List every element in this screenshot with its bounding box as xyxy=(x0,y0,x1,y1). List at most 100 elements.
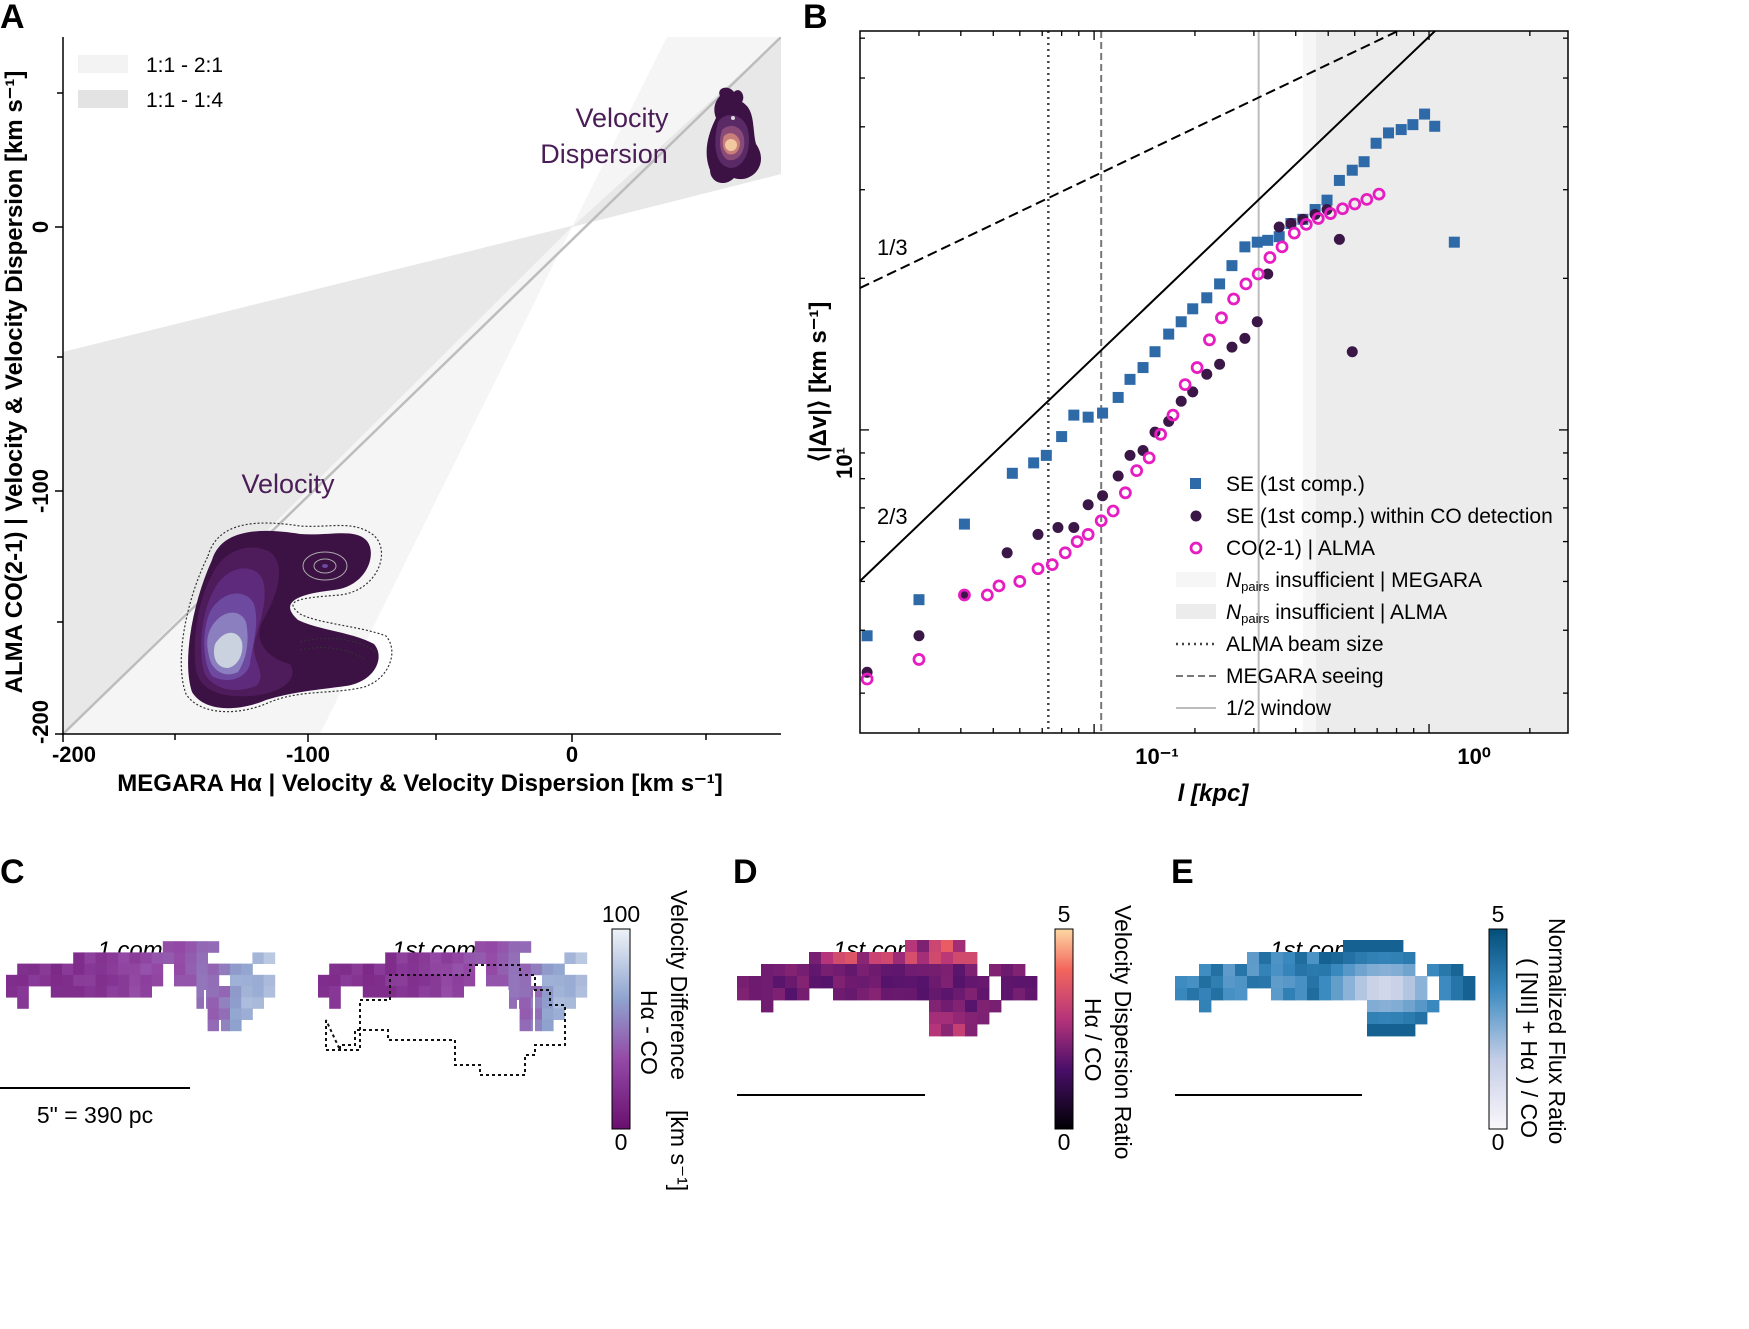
d-map-pixel xyxy=(749,988,762,1001)
c-colorbar xyxy=(611,928,631,1130)
e-cbar-label-1: Normalized Flux Ratio xyxy=(1544,918,1570,1144)
annotation-velocity: Velocity xyxy=(241,469,335,499)
c-map2-pixel xyxy=(530,997,543,1009)
e-map-pixel xyxy=(1391,988,1404,1001)
legend-window: 1/2 window xyxy=(1226,697,1332,720)
c-map2-pixel xyxy=(542,1019,554,1032)
c-map2-pixel xyxy=(441,952,453,964)
se-square-point xyxy=(1346,164,1358,176)
co-ring-point xyxy=(1130,464,1144,478)
c-map2-pixel xyxy=(508,974,520,987)
c-map1-pixel xyxy=(230,997,242,1009)
e-map-pixel xyxy=(1343,988,1356,1001)
d-map-pixel xyxy=(1013,988,1026,1001)
co-ring-point xyxy=(912,653,926,666)
panel-letter-a: A xyxy=(0,0,25,36)
b-ticks xyxy=(860,31,1568,733)
e-map-pixel xyxy=(1463,988,1476,1001)
c-map1-pixel xyxy=(174,941,186,953)
d-map-pixel xyxy=(905,964,918,977)
c-map1-pixel xyxy=(106,986,119,998)
d-map-pixel xyxy=(977,976,990,989)
e-map-pixel xyxy=(1259,952,1272,965)
c-map1-pixel xyxy=(174,963,186,976)
c-map1-pixel xyxy=(28,974,40,987)
c-map1-pixel xyxy=(230,986,242,998)
se-square-point xyxy=(1262,234,1274,246)
c-map2-pixel xyxy=(385,952,397,964)
d-map-pixel xyxy=(893,988,906,1001)
c-map1-pixel xyxy=(241,1008,253,1020)
e-map-pixel xyxy=(1295,976,1308,989)
co-ring-point xyxy=(1227,292,1241,306)
c-map1-pixel xyxy=(84,963,96,976)
e-map-pixel xyxy=(1463,976,1476,989)
c-map1-pixel xyxy=(218,997,231,1009)
c-map1-pixel xyxy=(140,952,152,964)
c-scalebar-label: 5" = 390 pc xyxy=(37,1102,153,1128)
c-cbar-max: 100 xyxy=(602,901,640,927)
c-map1-pixel xyxy=(230,963,242,976)
se-square-point xyxy=(1068,409,1080,421)
co-ring-point xyxy=(992,579,1006,593)
c-map1-pixel xyxy=(62,986,74,998)
e-map-pixel xyxy=(1403,1012,1416,1025)
c-map2-pixel xyxy=(318,986,330,998)
d-map-pixel xyxy=(833,964,846,977)
e-map-pixel xyxy=(1175,976,1188,989)
c-map2-pixel xyxy=(519,997,532,1009)
c-map2-pixel xyxy=(407,952,420,964)
c-map2-pixel xyxy=(351,974,364,987)
c-map2-pixel xyxy=(463,974,476,987)
panel-e: E 1st comp. 5 0 Normalized Flux Ratio ( … xyxy=(1171,853,1570,1155)
c-map2-pixel xyxy=(396,974,408,987)
c-map1-pixel xyxy=(129,986,141,998)
co-ring-point xyxy=(1045,558,1059,572)
e-map-pixel xyxy=(1319,988,1332,1001)
d-map-pixel xyxy=(773,964,786,977)
e-map-pixel xyxy=(1199,988,1212,1001)
legend-swatch-1-4 xyxy=(78,90,128,108)
annotation-dispersion-2: Dispersion xyxy=(540,139,668,169)
d-map-pixel xyxy=(809,964,822,977)
c-map1-pixel xyxy=(84,952,96,964)
c-map1-pixel xyxy=(162,952,175,964)
co-ring-point xyxy=(1178,378,1192,392)
se-co-dot-point xyxy=(1226,341,1238,353)
e-map-pixel xyxy=(1223,964,1236,977)
co-ring-point xyxy=(1360,193,1374,206)
e-map-pixel xyxy=(1259,964,1272,977)
a-ytick-1: -200 xyxy=(28,700,53,744)
co-ring-point xyxy=(1081,528,1095,541)
panel-letter-e: E xyxy=(1171,853,1194,891)
e-colorbar xyxy=(1488,928,1508,1130)
e-map-pixel xyxy=(1319,952,1332,965)
e-map-pixel xyxy=(1343,976,1356,989)
se-square-point xyxy=(1187,303,1199,315)
d-map-pixel xyxy=(989,1000,1002,1013)
d-map-pixel xyxy=(761,976,774,989)
c-map1-pixel xyxy=(118,963,130,976)
c-map1-pixel xyxy=(241,986,253,998)
e-map-pixel xyxy=(1427,964,1440,977)
e-map-pixel xyxy=(1415,1012,1428,1025)
legend-beam: ALMA beam size xyxy=(1226,633,1384,656)
e-map-pixel xyxy=(1379,1012,1392,1025)
e-map-pixel xyxy=(1391,964,1404,977)
d-map-pixel xyxy=(941,988,954,1001)
d-map-pixel xyxy=(845,952,858,965)
legend-insufficient-megara: insufficient | MEGARA xyxy=(1269,569,1482,592)
se-square-point xyxy=(1358,156,1370,168)
d-map-pixel xyxy=(1001,988,1014,1001)
e-map-pixel xyxy=(1439,988,1452,1001)
e-map-pixel xyxy=(1403,964,1416,977)
e-map-pixel xyxy=(1367,1024,1380,1037)
e-map-pixel xyxy=(1211,976,1224,989)
c-map1-pixel xyxy=(196,963,208,976)
c-map2-pixel xyxy=(452,986,464,998)
c-map1-pixel xyxy=(39,963,52,976)
e-map-pixel xyxy=(1343,940,1356,953)
c-map2-pixel xyxy=(407,963,420,976)
se-square-point xyxy=(861,630,873,642)
